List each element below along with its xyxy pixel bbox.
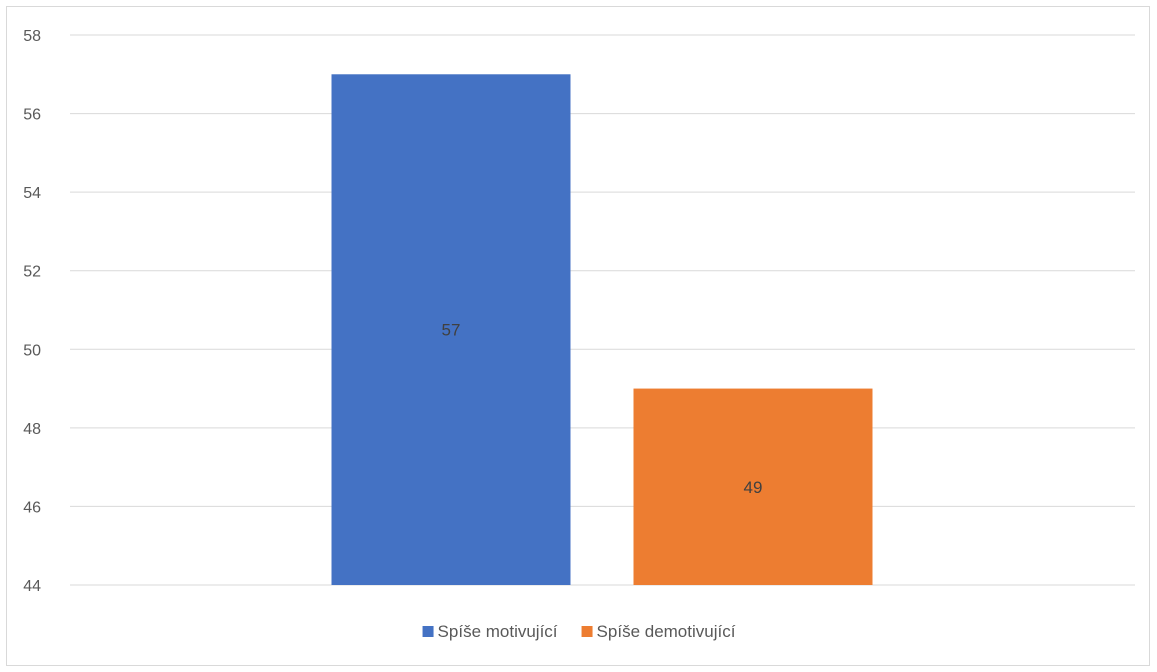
y-tick-label: 52 xyxy=(23,264,41,281)
legend-item: Spíše motivující xyxy=(422,622,558,641)
y-tick-label: 54 xyxy=(23,185,41,202)
legend-swatch xyxy=(581,626,593,637)
y-tick-label: 50 xyxy=(23,342,41,359)
y-tick-label: 44 xyxy=(23,578,41,595)
legend-swatch xyxy=(422,626,434,637)
y-tick-label: 48 xyxy=(23,421,41,438)
y-tick-label: 46 xyxy=(23,499,41,516)
bar-demotivating xyxy=(633,388,873,585)
legend-label: Spíše demotivující xyxy=(597,622,736,641)
y-tick-label: 56 xyxy=(23,107,41,124)
chart-frame: 44 46 48 50 52 54 56 58 57 49 Spíše motivující Sp… xyxy=(6,6,1150,666)
bars xyxy=(331,74,873,586)
y-axis-tick-labels: 44 46 48 50 52 54 56 58 xyxy=(23,28,41,595)
legend: Spíše motivující Spíše demotivující xyxy=(422,622,736,641)
gridlines xyxy=(70,34,1135,586)
data-labels: 57 49 xyxy=(442,321,763,497)
data-label: 57 xyxy=(442,321,461,340)
legend-label: Spíše motivující xyxy=(438,622,558,641)
bar-motivating xyxy=(331,74,571,586)
legend-item: Spíše demotivující xyxy=(581,622,736,641)
data-label: 49 xyxy=(744,478,763,497)
y-tick-label: 58 xyxy=(23,28,41,45)
